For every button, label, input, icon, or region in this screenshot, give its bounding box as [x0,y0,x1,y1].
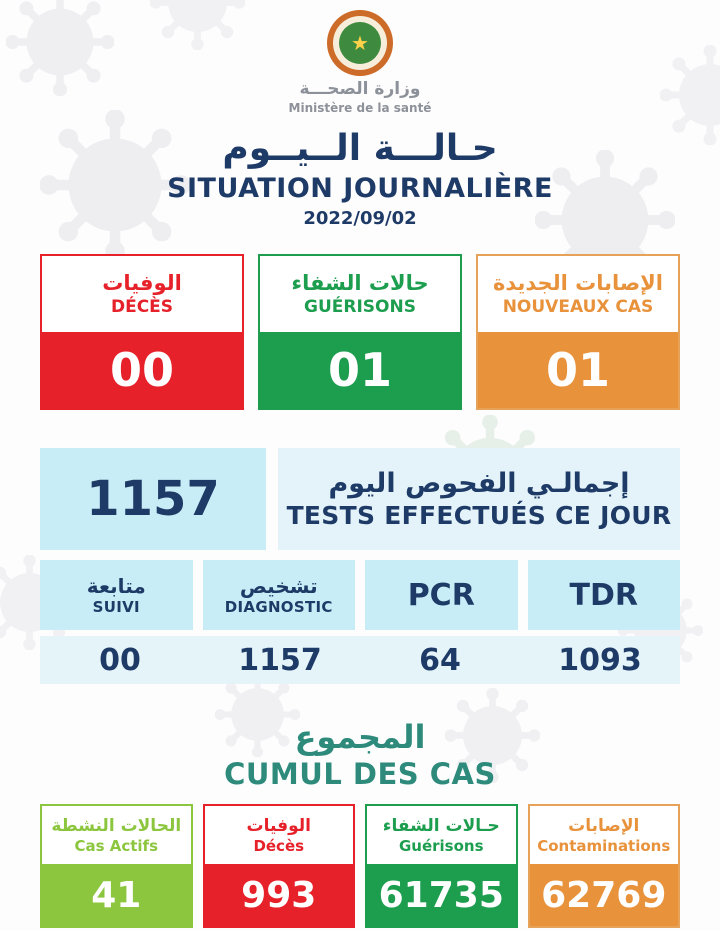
tests-title-fr: TESTS EFFECTUÉS CE JOUR [286,500,672,530]
star-icon: ★ [351,31,369,55]
ministry-name-arabic: وزارة الصحـــة [299,79,421,99]
tests-col-diagnostic-ar: تشخيص [239,573,318,598]
cumul-cards-row: الحالات النشطة Cas Actifs 41 الوفيات Déc… [40,804,680,929]
tests-col-suivi-fr: SUIVI [92,597,140,616]
card-nouveaux-cas-label-fr: NOUVEAUX CAS [502,297,654,318]
cumul-title-ar: المجموع [294,718,426,757]
card-deces-total-value: 993 [204,864,353,927]
ministry-logo-seal-icon: ★ [327,10,393,76]
page-title-french: SITUATION JOURNALIÈRE [167,173,553,205]
card-nouveaux-cas-label-ar: الإصابات الجديدة [493,271,663,296]
tests-table-values: 00 1157 64 1093 [40,636,680,685]
card-contaminations-total-label-fr: Contaminations [537,837,671,856]
card-deces: الوفيات DÉCÈS 00 [40,254,244,411]
tests-strip: 1157 إجمالـي الفحوص اليوم TESTS EFFECTUÉ… [40,448,680,551]
card-deces-total-header: الوفيات Décès [204,806,353,865]
card-guerisons: حالات الشفاء GUÉRISONS 01 [258,254,462,411]
tests-diagnostic-value: 1157 [238,642,322,678]
card-nouveaux-cas: الإصابات الجديدة NOUVEAUX CAS 01 [476,254,680,411]
card-nouveaux-cas-header: الإصابات الجديدة NOUVEAUX CAS [478,256,678,333]
tests-table-header: متابعة SUIVI تشخيص DIAGNOSTIC PCR TDR [40,560,680,631]
card-nouveaux-cas-value: 01 [478,332,678,409]
seal-ring: ★ [333,16,387,70]
tests-title-ar: إجمالـي الفحوص اليوم [328,468,630,500]
card-deces-label-fr: DÉCÈS [110,297,174,318]
seal-center: ★ [339,22,381,64]
tests-total-value: 1157 [40,448,266,551]
page-title-arabic: حـالـــة الــيــوم [222,127,498,169]
card-contaminations-total: الإصابات Contaminations 62769 [527,804,680,929]
card-cas-actifs: الحالات النشطة Cas Actifs 41 [40,804,193,929]
card-deces-header: الوفيات DÉCÈS [42,256,242,333]
tests-col-diagnostic-fr: DIAGNOSTIC [224,597,333,616]
tests-col-pcr-label: PCR [407,577,475,613]
tests-col-diagnostic-header: تشخيص DIAGNOSTIC [202,560,355,631]
card-contaminations-total-header: الإصابات Contaminations [529,806,678,865]
tests-pcr-value: 64 [419,642,461,678]
card-guerisons-label-ar: حالات الشفاء [291,271,429,296]
card-guerisons-total-header: حـالات الشفاء Guérisons [367,806,516,865]
card-deces-value: 00 [42,332,242,409]
card-deces-total: الوفيات Décès 993 [202,804,355,929]
card-guerisons-total-value: 61735 [367,864,516,927]
card-cas-actifs-value: 41 [42,864,191,927]
tests-col-pcr-header: PCR [365,560,518,631]
report-date: 2022/09/02 [303,208,417,230]
tests-col-suivi-header: متابعة SUIVI [40,560,193,631]
card-guerisons-total: حـالات الشفاء Guérisons 61735 [365,804,518,929]
tests-suivi-value: 00 [99,642,141,678]
card-contaminations-total-label-ar: الإصابات [568,815,640,836]
card-contaminations-total-value: 62769 [529,864,678,927]
card-guerisons-total-label-ar: حـالات الشفاء [382,815,500,836]
cumul-title-fr: CUMUL DES CAS [224,757,496,792]
card-cas-actifs-label-fr: Cas Actifs [74,837,159,856]
card-deces-total-label-ar: الوفيات [246,815,311,836]
card-guerisons-header: حالات الشفاء GUÉRISONS [260,256,460,333]
tests-tdr-value: 1093 [558,642,642,678]
daily-cards-row: الوفيات DÉCÈS 00 حالات الشفاء GUÉRISONS … [40,254,680,411]
tests-title-panel: إجمالـي الفحوص اليوم TESTS EFFECTUÉS CE … [278,448,680,551]
card-guerisons-total-label-fr: Guérisons [398,837,484,856]
card-cas-actifs-header: الحالات النشطة Cas Actifs [42,806,191,865]
card-guerisons-label-fr: GUÉRISONS [304,297,416,318]
tests-col-tdr-label: TDR [569,577,638,613]
ministry-name-french: Ministère de la santé [288,100,432,115]
tests-col-tdr-header: TDR [527,560,680,631]
card-deces-total-label-fr: Décès [253,837,305,856]
card-guerisons-value: 01 [260,332,460,409]
card-cas-actifs-label-ar: الحالات النشطة [51,815,182,836]
card-deces-label-ar: الوفيات [102,271,182,296]
tests-col-suivi-ar: متابعة [86,573,146,598]
ministry-header: ★ وزارة الصحـــة Ministère de la santé [0,10,720,115]
